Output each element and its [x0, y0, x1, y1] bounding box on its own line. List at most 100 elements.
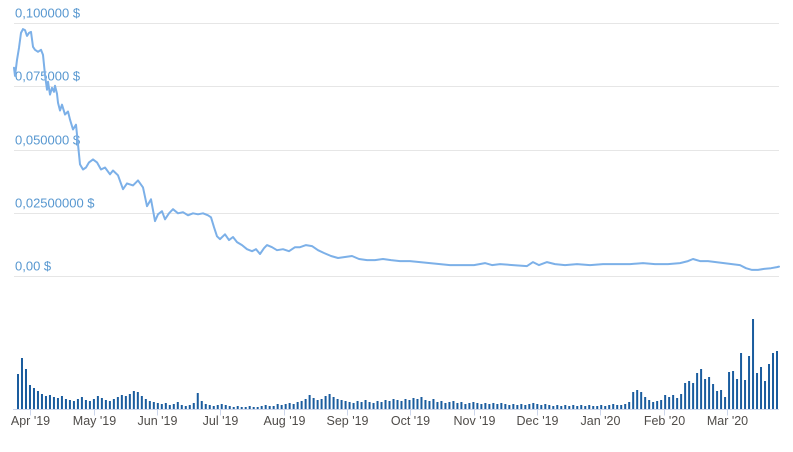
- volume-bar[interactable]: [384, 400, 387, 409]
- volume-bar[interactable]: [776, 351, 778, 409]
- volume-bar[interactable]: [672, 395, 675, 409]
- volume-bar[interactable]: [184, 406, 187, 409]
- volume-bar[interactable]: [496, 404, 499, 409]
- volume-bar[interactable]: [520, 404, 523, 409]
- volume-bar[interactable]: [140, 396, 143, 409]
- volume-bar[interactable]: [76, 399, 79, 409]
- volume-bar[interactable]: [536, 404, 539, 409]
- volume-bar[interactable]: [404, 399, 407, 409]
- volume-bar[interactable]: [236, 406, 239, 409]
- volume-bar[interactable]: [744, 380, 747, 409]
- volume-bar[interactable]: [572, 405, 575, 409]
- volume-bar[interactable]: [476, 403, 479, 409]
- volume-bar[interactable]: [376, 401, 379, 409]
- volume-bar[interactable]: [36, 391, 39, 409]
- volume-bar[interactable]: [380, 402, 383, 409]
- volume-bar[interactable]: [684, 383, 687, 409]
- volume-bar[interactable]: [488, 404, 491, 409]
- volume-bar[interactable]: [300, 401, 303, 409]
- volume-bar[interactable]: [284, 404, 287, 409]
- volume-bar[interactable]: [436, 402, 439, 409]
- volume-bar[interactable]: [420, 397, 423, 409]
- volume-bar[interactable]: [392, 399, 395, 409]
- volume-bar[interactable]: [268, 406, 271, 409]
- volume-bar[interactable]: [264, 405, 267, 409]
- volume-bar[interactable]: [164, 403, 167, 409]
- volume-bar[interactable]: [220, 404, 223, 409]
- volume-bar[interactable]: [712, 384, 715, 409]
- volume-bar[interactable]: [600, 405, 603, 409]
- volume-bar[interactable]: [772, 353, 775, 409]
- volume-bar[interactable]: [340, 400, 343, 409]
- volume-bar[interactable]: [688, 381, 691, 409]
- volume-bar[interactable]: [272, 406, 275, 409]
- volume-bar[interactable]: [364, 400, 367, 409]
- volume-bar[interactable]: [368, 402, 371, 409]
- volume-bar[interactable]: [88, 401, 91, 409]
- volume-bar[interactable]: [532, 403, 535, 409]
- volume-bar[interactable]: [440, 401, 443, 409]
- volume-bar[interactable]: [720, 390, 723, 409]
- volume-bar[interactable]: [60, 396, 63, 409]
- volume-bar[interactable]: [612, 404, 615, 409]
- volume-bar[interactable]: [356, 401, 359, 409]
- volume-bar[interactable]: [160, 404, 163, 409]
- volume-bar[interactable]: [760, 367, 763, 409]
- volume-bar[interactable]: [756, 373, 759, 409]
- volume-bar[interactable]: [280, 405, 283, 409]
- volume-bar[interactable]: [504, 404, 507, 409]
- volume-bar[interactable]: [432, 399, 435, 409]
- volume-bar[interactable]: [240, 407, 243, 409]
- volume-bar[interactable]: [556, 405, 559, 409]
- volume-bar[interactable]: [500, 403, 503, 409]
- volume-bar[interactable]: [468, 403, 471, 409]
- volume-bar[interactable]: [132, 391, 135, 409]
- volume-bar[interactable]: [576, 406, 579, 409]
- volume-bar[interactable]: [648, 400, 651, 409]
- volume-bar[interactable]: [696, 373, 699, 409]
- volume-bar[interactable]: [332, 397, 335, 409]
- volume-bar[interactable]: [736, 379, 739, 409]
- volume-bar[interactable]: [308, 395, 311, 409]
- volume-bar[interactable]: [668, 397, 671, 409]
- volume-bar[interactable]: [592, 406, 595, 409]
- volume-bar[interactable]: [24, 369, 27, 409]
- volume-bar[interactable]: [204, 404, 207, 409]
- volume-bar[interactable]: [428, 401, 431, 409]
- volume-bar[interactable]: [740, 353, 743, 409]
- volume-bar[interactable]: [224, 405, 227, 409]
- volume-bar[interactable]: [304, 399, 307, 409]
- volume-bar[interactable]: [652, 402, 655, 409]
- volume-bar[interactable]: [728, 372, 731, 409]
- volume-bar[interactable]: [276, 404, 279, 409]
- volume-bar[interactable]: [104, 400, 107, 409]
- volume-bar[interactable]: [480, 404, 483, 409]
- volume-bar[interactable]: [676, 398, 679, 409]
- volume-bar[interactable]: [156, 403, 159, 409]
- volume-bar[interactable]: [20, 358, 23, 409]
- volume-bar[interactable]: [628, 402, 631, 409]
- volume-bar[interactable]: [708, 377, 711, 409]
- volume-bar[interactable]: [444, 403, 447, 409]
- volume-bar[interactable]: [396, 400, 399, 409]
- volume-bar[interactable]: [64, 399, 67, 409]
- volume-bar[interactable]: [704, 379, 707, 409]
- volume-bar[interactable]: [732, 371, 735, 409]
- volume-bar[interactable]: [228, 406, 231, 409]
- volume-bar[interactable]: [552, 406, 555, 409]
- volume-bar[interactable]: [32, 388, 35, 409]
- volume-bar[interactable]: [320, 399, 323, 409]
- volume-bar[interactable]: [244, 407, 247, 409]
- volume-bar[interactable]: [588, 405, 591, 409]
- volume-bar[interactable]: [528, 404, 531, 409]
- volume-bar[interactable]: [196, 393, 199, 409]
- volume-bar[interactable]: [120, 395, 123, 409]
- volume-bar[interactable]: [360, 402, 363, 409]
- volume-bar[interactable]: [208, 405, 211, 409]
- volume-bar[interactable]: [152, 402, 155, 409]
- volume-bar[interactable]: [188, 405, 191, 409]
- volume-bar[interactable]: [512, 404, 515, 409]
- volume-bar[interactable]: [408, 400, 411, 409]
- volume-bar[interactable]: [336, 399, 339, 409]
- volume-bar[interactable]: [40, 394, 43, 409]
